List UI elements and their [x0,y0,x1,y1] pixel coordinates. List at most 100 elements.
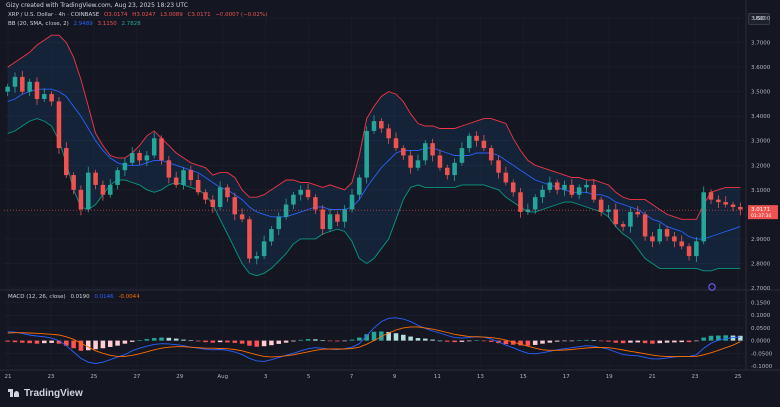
candle-body [708,192,714,200]
macd-histogram-bar [195,340,201,342]
macd-histogram-bar [686,340,692,343]
candle [591,179,597,203]
candle-body [437,155,443,168]
candle-body [642,214,648,237]
event-marker-icon[interactable] [708,283,716,291]
candle-body [217,187,223,207]
currency-selector[interactable]: USD [748,13,770,25]
bb-legend[interactable]: BB (20, SMA, close, 2) 2.9489 3.1150 2.7… [8,21,144,27]
candle-body [481,140,487,149]
time-axis-label: 23 [47,374,54,380]
macd-histogram-bar [269,340,274,346]
candle-body [173,177,179,185]
macd-histogram-bar [151,338,157,341]
macd-histogram-bar [335,340,340,342]
candle-body [716,199,721,203]
candle-body [115,170,120,185]
time-axis-label: 13 [477,374,484,380]
candle-body [532,197,538,210]
candle [49,91,54,106]
macd-histogram-bar [27,340,32,344]
macd-histogram-bar [642,340,648,344]
candle [488,145,494,165]
candle-body [466,135,472,149]
candle [642,211,648,241]
candle [20,71,25,95]
macd-histogram-bar [393,333,399,341]
bb-lower-value: 2.7828 [121,21,141,27]
candle [71,172,76,195]
candle-body [151,138,157,156]
tradingview-logo-icon [8,389,20,397]
candle-body [291,194,296,205]
candle-body [34,81,40,99]
candle-body [320,209,325,230]
candle-body [247,219,252,259]
macd-legend[interactable]: MACD (12, 26, close) 0.0190 0.0146 -0.00… [8,294,143,300]
candle-body [547,182,553,190]
time-axis-label: 11 [434,374,441,380]
candle-body [71,175,76,190]
candle [474,131,479,147]
macd-histogram-bar [518,340,523,346]
candle [620,221,626,232]
candle [239,208,245,223]
macd-histogram-bar [620,340,626,344]
macd-histogram-bar [525,340,531,346]
macd-histogram-bar [239,340,245,344]
time-axis-label: 25 [735,374,742,380]
time-axis-label: 15 [520,374,527,380]
macd-histogram-bar [386,331,391,341]
candle [225,184,230,202]
candle-body [401,148,406,156]
macd-histogram-bar [159,337,164,341]
macd-histogram-bar [613,340,619,343]
candle-body [423,143,428,161]
candle [664,226,670,241]
macd-histogram-bar [540,340,545,344]
candle [129,147,135,166]
candle-body [195,180,201,193]
candle [159,135,164,165]
macd-histogram-bar [554,340,560,342]
time-axis-label: 3 [264,374,268,380]
candle-body [364,130,369,178]
candle [195,174,201,196]
candle [628,207,633,233]
candle-body [283,204,289,217]
candle-body [166,160,172,178]
candle-body [694,241,699,257]
candle-body [628,211,633,227]
macd-histogram-bar [327,340,333,342]
macd-histogram-bar [408,336,413,341]
candle-body [510,182,516,193]
macd-histogram-bar [423,338,428,341]
time-axis-label: 5 [307,374,311,380]
macd-histogram-bar [430,339,435,341]
candle [313,194,318,214]
candle-body [159,138,164,161]
candle-body [210,199,216,207]
symbol-name: XRP / U.S. Dollar · 4h · COINBASE [8,12,100,18]
candle [576,184,582,200]
macd-histogram-bar [12,340,18,343]
bb-basis-value: 2.9489 [73,21,93,27]
candle [364,126,369,184]
candle [27,78,32,97]
macd-histogram-bar [78,340,84,351]
candle [423,140,428,165]
candle [276,212,282,235]
candle [525,203,531,215]
candle [166,155,172,184]
time-axis-label: 23 [692,374,699,380]
candle-body [93,172,98,185]
candle [613,203,619,228]
candle [496,155,501,179]
time-axis-label: 7 [350,374,354,380]
macd-histogram-bar [107,340,113,347]
candle-body [386,128,391,139]
candle-body [444,167,450,176]
macd-histogram-bar [20,340,25,343]
candle-body [679,241,684,247]
